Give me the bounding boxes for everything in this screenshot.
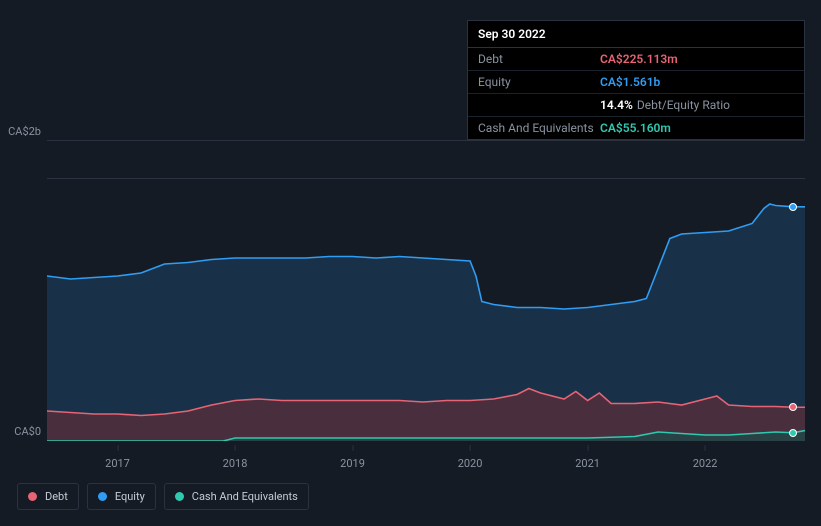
tooltip-row-debt: Debt CA$225.113m [468,48,804,71]
legend-label: Cash And Equivalents [192,490,298,503]
x-tick: 2017 [105,457,130,470]
x-tick: 2022 [693,457,718,470]
debt-equity-chart[interactable]: CA$2b CA$0 201720182019202020212022 [17,125,805,470]
legend-swatch [175,492,184,501]
tooltip-value: 14.4% Debt/Equity Ratio [600,98,730,112]
tooltip-label: Debt [478,52,600,66]
legend-label: Equity [115,490,145,503]
x-tick: 2020 [458,457,483,470]
plot-area[interactable] [47,140,805,440]
marker-debt [789,403,797,411]
tooltip-date: Sep 30 2022 [468,21,804,48]
tooltip-label [478,98,600,112]
tooltip-label: Equity [478,75,600,89]
y-tick-bottom: CA$0 [3,425,41,438]
marker-equity [789,203,797,211]
legend-item-debt[interactable]: Debt [17,483,79,510]
x-tick: 2019 [340,457,365,470]
marker-cash [789,429,797,437]
tooltip-value: CA$1.561b [600,75,660,89]
x-tick: 2021 [575,457,600,470]
tooltip-row-equity: Equity CA$1.561b [468,71,804,94]
ratio-value: 14.4% [600,98,633,112]
x-axis: 201720182019202020212022 [47,445,805,465]
tooltip-value: CA$225.113m [600,52,678,66]
legend-swatch [98,492,107,501]
legend-item-equity[interactable]: Equity [87,483,156,510]
chart-legend: Debt Equity Cash And Equivalents [17,483,309,510]
legend-item-cash[interactable]: Cash And Equivalents [164,483,309,510]
legend-label: Debt [45,490,68,503]
chart-svg [47,141,805,441]
tooltip-row-ratio: 14.4% Debt/Equity Ratio [468,94,804,117]
ratio-extra: Debt/Equity Ratio [637,98,730,112]
x-tick: 2018 [223,457,248,470]
chart-tooltip: Sep 30 2022 Debt CA$225.113m Equity CA$1… [467,20,805,140]
legend-swatch [28,492,37,501]
y-tick-top: CA$2b [3,125,41,138]
